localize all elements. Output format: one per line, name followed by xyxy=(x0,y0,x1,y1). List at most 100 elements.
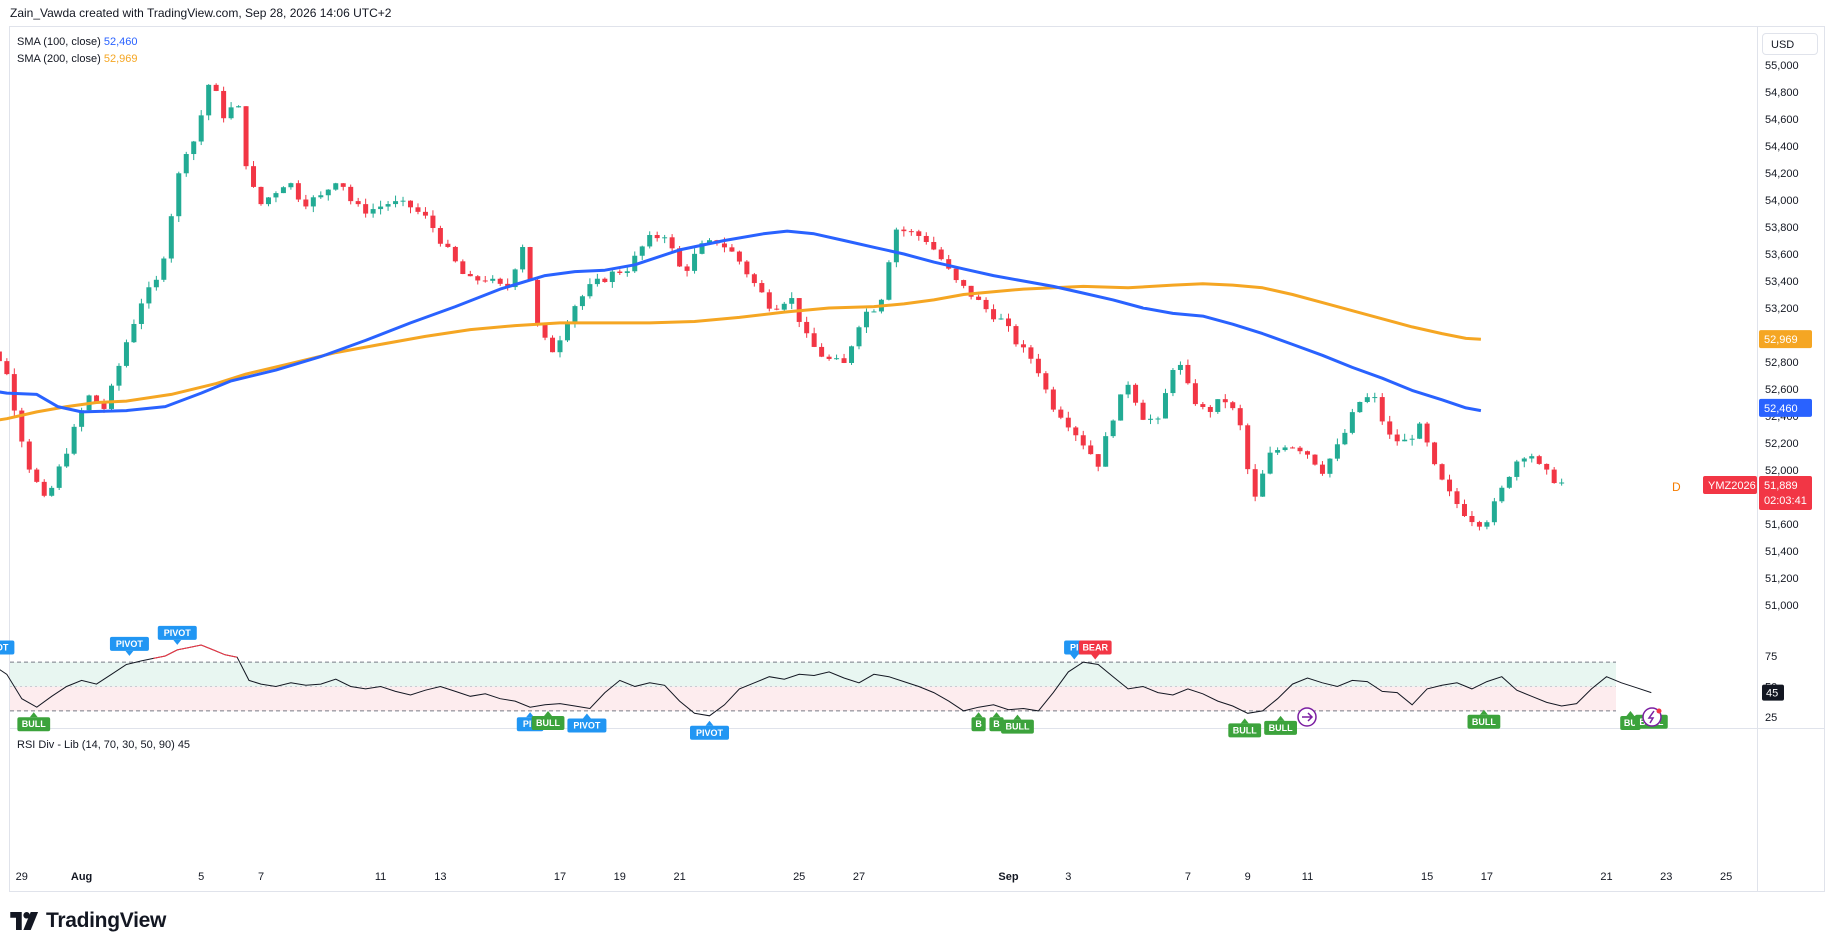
candle xyxy=(497,277,503,286)
time-tick-label: 19 xyxy=(614,871,626,883)
candle xyxy=(729,244,735,252)
candle-body xyxy=(378,206,384,210)
candle-body xyxy=(520,247,526,270)
candle-body xyxy=(736,251,742,262)
candle-body xyxy=(819,346,825,357)
candle-body xyxy=(834,358,840,360)
candle-body xyxy=(146,287,152,304)
price-axis: 51,00051,20051,40051,60051,80052,00052,2… xyxy=(1765,60,1799,612)
rsi-legend[interactable]: RSI Div - Lib (14, 70, 30, 50, 90) 45 xyxy=(17,739,190,751)
candle-body xyxy=(41,481,47,496)
candle-body xyxy=(1461,504,1467,517)
d-badge-text: D xyxy=(1672,480,1681,494)
time-tick-label: 3 xyxy=(1065,871,1071,883)
candle xyxy=(198,110,204,146)
candle xyxy=(1148,414,1154,425)
candle-body xyxy=(467,273,473,277)
pane-separator[interactable] xyxy=(9,728,1825,729)
candle xyxy=(408,200,413,214)
candle xyxy=(265,197,271,207)
candle xyxy=(1334,438,1340,462)
candle xyxy=(1409,434,1415,446)
candle xyxy=(557,335,563,358)
chart-credit: Zain_Vawda created with TradingView.com,… xyxy=(10,6,392,20)
candle xyxy=(393,195,399,208)
candle xyxy=(1424,421,1430,447)
rsi-marker-label-bg xyxy=(531,716,565,731)
indicator-legend: SMA (100, close) 52,460 SMA (200, close)… xyxy=(17,34,137,68)
candle xyxy=(138,298,144,330)
price-tags: 52,969 52,460 51,889 02:03:41 YMZ2026 D xyxy=(1672,330,1812,510)
candle-body xyxy=(1491,501,1497,523)
price-tick-label: 51,200 xyxy=(1765,573,1799,585)
candle-body xyxy=(497,278,503,284)
candle-body xyxy=(295,183,301,200)
candle xyxy=(1155,416,1161,425)
time-tick-label: 25 xyxy=(1720,871,1732,883)
candle xyxy=(475,275,481,285)
event-icon[interactable] xyxy=(1297,707,1317,727)
candle-body xyxy=(1305,451,1310,455)
candle-body xyxy=(26,441,32,470)
candle-body xyxy=(901,229,907,232)
price-tick-label: 54,200 xyxy=(1765,168,1799,180)
candle xyxy=(370,203,376,218)
candle-body xyxy=(1260,473,1266,497)
legend-sma200[interactable]: SMA (200, close) 52,969 xyxy=(17,51,137,68)
currency-selector[interactable]: USD xyxy=(1762,33,1818,55)
candle xyxy=(452,245,458,263)
candle-body xyxy=(886,262,892,300)
candle xyxy=(662,234,668,244)
candle-body xyxy=(333,183,339,190)
tradingview-logo-text: TradingView xyxy=(46,909,167,932)
candle xyxy=(303,194,309,210)
rsi-marker-text: PIVOT xyxy=(116,639,144,649)
candle-body xyxy=(1372,397,1378,399)
candle-body xyxy=(1312,454,1318,465)
candle xyxy=(1125,381,1131,399)
time-tick-label: 13 xyxy=(434,871,446,883)
candle xyxy=(123,339,129,368)
lightning-icon-dot xyxy=(1656,708,1662,714)
time-tick-label: 7 xyxy=(1185,871,1191,883)
legend-sma100[interactable]: SMA (100, close) 52,460 xyxy=(17,34,137,51)
rsi-marker-bull: BULL xyxy=(1467,709,1501,729)
candle xyxy=(340,183,346,191)
candle xyxy=(333,182,339,191)
candle xyxy=(1013,324,1019,347)
candle-body xyxy=(1469,516,1475,523)
candle-body xyxy=(1073,427,1079,436)
candle-body xyxy=(221,90,227,119)
candle-body xyxy=(265,197,271,205)
rsi-overbought-segment xyxy=(153,644,238,659)
candle xyxy=(1305,450,1310,459)
rsi-marker-text: BULL xyxy=(1233,725,1257,735)
sma100-price-tag-text: 52,460 xyxy=(1764,403,1798,415)
time-tick-label: 29 xyxy=(16,871,28,883)
candle-body xyxy=(527,247,533,280)
candle-body xyxy=(1342,432,1348,445)
candle xyxy=(535,277,541,327)
rsi-marker-text: B xyxy=(975,719,982,729)
candle-body xyxy=(1192,383,1198,405)
candle-body xyxy=(1035,358,1041,374)
candle xyxy=(946,254,952,270)
tradingview-logo[interactable]: TradingView xyxy=(10,909,166,933)
candle-body xyxy=(662,237,668,239)
candle-body xyxy=(863,311,869,328)
candle-body xyxy=(1364,397,1370,402)
candle xyxy=(751,272,757,287)
candle-body xyxy=(236,106,242,108)
candle-body xyxy=(460,261,466,274)
candle-body xyxy=(923,235,929,243)
lightning-icon[interactable] xyxy=(1642,707,1662,727)
candle-body xyxy=(751,274,757,284)
candle xyxy=(1035,353,1041,377)
candle xyxy=(1177,361,1183,375)
rsi-marker-label-bg xyxy=(109,636,149,651)
candle xyxy=(654,231,660,242)
candle-body xyxy=(856,327,862,347)
candle-body xyxy=(931,242,937,250)
candle-body xyxy=(490,278,496,281)
